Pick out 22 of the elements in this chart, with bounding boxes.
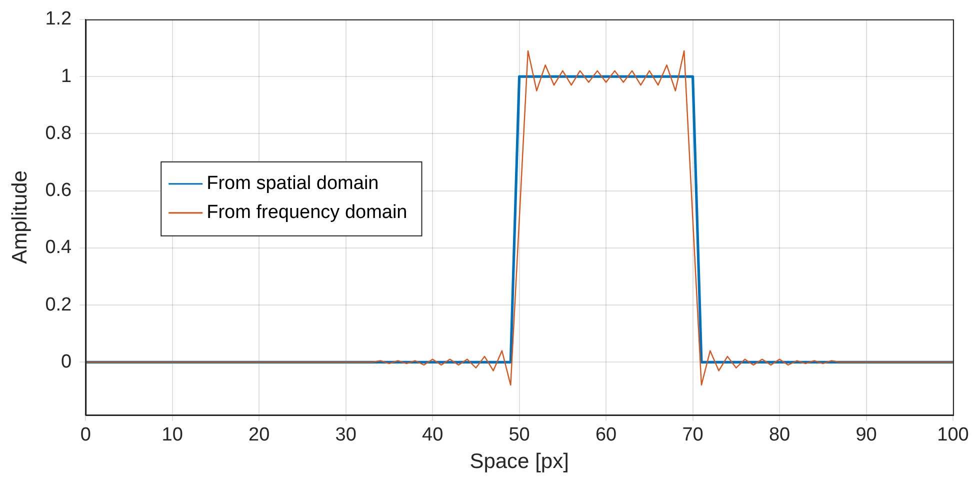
y-tick-label: 1.2 xyxy=(45,8,72,30)
x-tick-label: 90 xyxy=(856,424,877,446)
x-axis-title: Space [px] xyxy=(470,450,569,474)
x-tick-label: 20 xyxy=(248,424,270,446)
x-tick-label: 50 xyxy=(508,424,530,446)
x-tick-label: 0 xyxy=(80,424,91,446)
x-tick-label: 60 xyxy=(595,424,617,446)
x-tick-label: 80 xyxy=(768,424,790,446)
y-tick-label: 0.2 xyxy=(45,294,72,316)
x-tick-label: 30 xyxy=(335,424,356,446)
y-tick-label: 0.4 xyxy=(45,237,72,258)
x-tick-label: 10 xyxy=(162,424,183,446)
x-tick-label: 100 xyxy=(937,424,969,446)
y-tick-label: 1 xyxy=(61,66,72,87)
y-tick-label: 0.6 xyxy=(45,180,72,202)
legend-label: From spatial domain xyxy=(206,173,379,194)
legend-label: From frequency domain xyxy=(206,202,408,224)
y-tick-label: 0 xyxy=(61,351,72,372)
y-axis-title: Amplitude xyxy=(8,170,32,264)
x-tick-label: 70 xyxy=(682,424,704,446)
x-tick-label: 40 xyxy=(422,424,444,446)
y-tick-label: 0.8 xyxy=(45,122,72,144)
